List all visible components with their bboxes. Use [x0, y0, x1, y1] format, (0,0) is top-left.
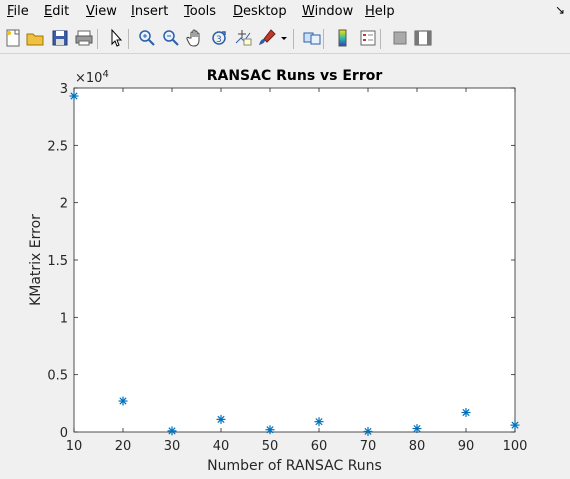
- print-icon[interactable]: [74, 28, 94, 48]
- menu-label-rest: nsert: [134, 4, 169, 19]
- marker-stroke: [168, 427, 176, 435]
- figure-area: 10 20 30 40 50 60 70 80 90 100 0 0.5 1 1.5 2 2.5 3 ×104 RA…: [0, 54, 570, 479]
- svg-text:3: 3: [216, 35, 222, 45]
- chart-title: RANSAC Runs vs Error: [207, 68, 383, 84]
- x-tick-label: 40: [213, 439, 230, 454]
- hide-plot-tools-icon[interactable]: [390, 28, 410, 48]
- dock-arrow-icon[interactable]: ↘: [555, 3, 566, 17]
- y-tick-label: 0: [60, 426, 68, 441]
- data-point[interactable]: [265, 425, 275, 435]
- x-tick-label: 20: [115, 439, 132, 454]
- brush-icon[interactable]: [257, 28, 277, 48]
- data-point[interactable]: [510, 420, 520, 430]
- save-icon[interactable]: [50, 28, 70, 48]
- marker-stroke: [266, 426, 274, 434]
- menu-label-rest: iew: [94, 4, 117, 19]
- x-tick-label: 90: [458, 439, 475, 454]
- x-tick-label: 50: [262, 439, 279, 454]
- menu-label-rest: elp: [374, 4, 395, 19]
- menu-mnemonic: D: [233, 4, 244, 19]
- colorbar-icon[interactable]: [333, 28, 353, 48]
- menu-desktop[interactable]: Desktop: [233, 4, 287, 19]
- toolbar: 3: [0, 24, 570, 54]
- menu-mnemonic: W: [302, 4, 315, 19]
- menu-window[interactable]: Window: [302, 4, 353, 19]
- data-cursor-icon[interactable]: [233, 28, 253, 48]
- menu-edit[interactable]: Edit: [44, 4, 69, 19]
- y-tick-label: 1: [60, 311, 68, 326]
- data-point[interactable]: [314, 417, 324, 427]
- axes-box[interactable]: [73, 87, 516, 433]
- pan-hand-icon[interactable]: [186, 28, 206, 48]
- x-tick-label: 30: [164, 439, 181, 454]
- menu-label-rest: dit: [52, 4, 70, 19]
- y-tick-label: 3: [60, 82, 68, 97]
- x-axis-label: Number of RANSAC Runs: [207, 458, 382, 474]
- menu-label-rest: indow: [314, 4, 354, 19]
- rotate-3d-icon[interactable]: 3: [209, 28, 229, 48]
- menu-view[interactable]: View: [86, 4, 117, 19]
- data-point[interactable]: [412, 424, 422, 434]
- y-axis-label: KMatrix Error: [28, 214, 44, 306]
- y-tick-label: 1.5: [47, 254, 68, 269]
- toolbar-separator: [293, 29, 294, 49]
- y-exponent-power: 4: [102, 69, 108, 80]
- menu-mnemonic: H: [365, 4, 375, 19]
- y-tick-label: 0.5: [47, 369, 68, 384]
- scatter-chart[interactable]: 10 20 30 40 50 60 70 80 90 100 0 0.5 1 1.5 2 2.5 3 ×104 RA…: [0, 54, 570, 479]
- zoom-out-icon[interactable]: [161, 28, 181, 48]
- marker-stroke: [364, 427, 372, 436]
- data-point[interactable]: [461, 408, 471, 418]
- open-file-icon[interactable]: [25, 28, 45, 48]
- menu-help[interactable]: Help: [365, 4, 395, 19]
- data-point[interactable]: [118, 396, 128, 406]
- new-figure-icon[interactable]: [3, 28, 23, 48]
- toolbar-separator: [323, 29, 324, 49]
- menu-label-rest: esktop: [243, 4, 287, 19]
- toolbar-separator: [128, 29, 129, 49]
- data-point[interactable]: [363, 426, 373, 436]
- menu-mnemonic: I: [131, 4, 135, 19]
- marker-stroke: [70, 92, 78, 100]
- x-tick-label: 80: [409, 439, 426, 454]
- pointer-icon[interactable]: [106, 28, 126, 48]
- menu-label-rest: ile: [13, 4, 29, 19]
- data-point[interactable]: [216, 414, 226, 424]
- toolbar-separator: [380, 29, 381, 49]
- legend-icon[interactable]: [358, 28, 378, 48]
- menu-mnemonic: E: [44, 4, 53, 19]
- show-plot-tools-icon[interactable]: [413, 28, 433, 48]
- menu-file[interactable]: File: [7, 4, 29, 19]
- x-tick-label: 100: [503, 439, 528, 454]
- marker-stroke: [462, 408, 470, 417]
- y-tick-label: 2: [60, 197, 68, 212]
- link-plot-icon[interactable]: [302, 28, 322, 48]
- y-exponent-label: ×104: [75, 69, 109, 86]
- menu-insert[interactable]: Insert: [131, 4, 168, 19]
- toolbar-separator: [97, 29, 98, 49]
- menu-mnemonic: F: [7, 4, 14, 19]
- data-point[interactable]: [167, 426, 177, 436]
- marker-stroke: [119, 397, 127, 405]
- menu-mnemonic: T: [184, 4, 190, 19]
- x-tick-label: 10: [66, 439, 83, 454]
- brush-dropdown-icon[interactable]: [280, 28, 288, 48]
- x-tick-label: 70: [360, 439, 377, 454]
- marker-stroke: [413, 424, 421, 433]
- marker-stroke: [217, 415, 225, 423]
- zoom-in-icon[interactable]: [137, 28, 157, 48]
- menubar: File Edit View Insert Tools Desktop Window Help…: [0, 0, 570, 24]
- data-point[interactable]: [69, 91, 79, 101]
- marker-stroke: [511, 421, 519, 429]
- menu-tools[interactable]: Tools: [184, 4, 216, 19]
- menu-mnemonic: V: [86, 4, 95, 19]
- x-tick-label: 60: [311, 439, 328, 454]
- y-tick-label: 2.5: [47, 139, 68, 154]
- menu-label-rest: ools: [189, 4, 217, 19]
- marker-stroke: [315, 418, 323, 426]
